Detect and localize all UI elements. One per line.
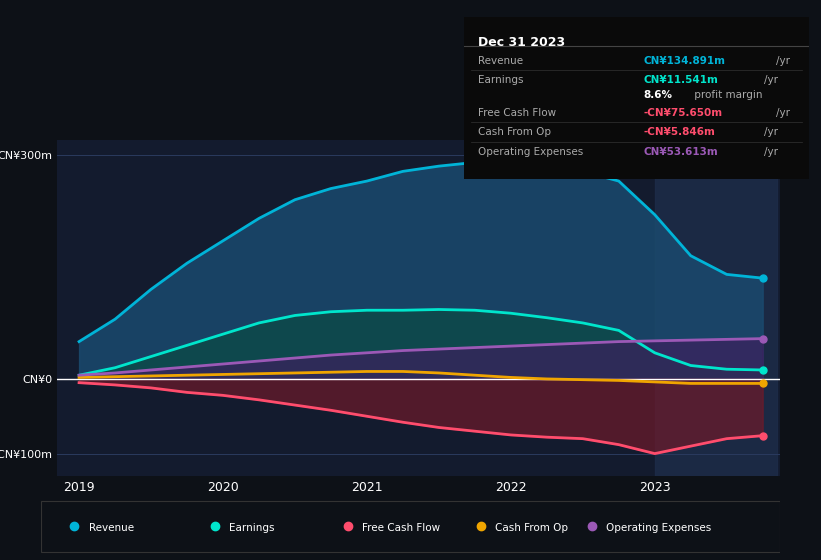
Text: Earnings: Earnings bbox=[230, 522, 275, 533]
Text: Operating Expenses: Operating Expenses bbox=[478, 147, 583, 157]
Text: /yr: /yr bbox=[764, 147, 777, 157]
Bar bbox=[654, 140, 777, 476]
Text: Dec 31 2023: Dec 31 2023 bbox=[478, 36, 565, 49]
Text: -CN¥5.846m: -CN¥5.846m bbox=[643, 127, 715, 137]
Text: Earnings: Earnings bbox=[478, 75, 523, 85]
Text: Cash From Op: Cash From Op bbox=[478, 127, 551, 137]
Text: CN¥11.541m: CN¥11.541m bbox=[643, 75, 718, 85]
Text: CN¥53.613m: CN¥53.613m bbox=[643, 147, 718, 157]
Text: Free Cash Flow: Free Cash Flow bbox=[478, 108, 556, 118]
Text: CN¥134.891m: CN¥134.891m bbox=[643, 56, 725, 66]
Text: profit margin: profit margin bbox=[691, 90, 763, 100]
Text: Cash From Op: Cash From Op bbox=[496, 522, 568, 533]
Text: /yr: /yr bbox=[764, 127, 777, 137]
Text: Free Cash Flow: Free Cash Flow bbox=[363, 522, 441, 533]
Text: Revenue: Revenue bbox=[89, 522, 134, 533]
Text: Revenue: Revenue bbox=[478, 56, 523, 66]
Text: /yr: /yr bbox=[764, 75, 777, 85]
Text: /yr: /yr bbox=[776, 108, 790, 118]
Text: /yr: /yr bbox=[776, 56, 790, 66]
Text: -CN¥75.650m: -CN¥75.650m bbox=[643, 108, 722, 118]
Text: Operating Expenses: Operating Expenses bbox=[606, 522, 712, 533]
Text: 8.6%: 8.6% bbox=[643, 90, 672, 100]
